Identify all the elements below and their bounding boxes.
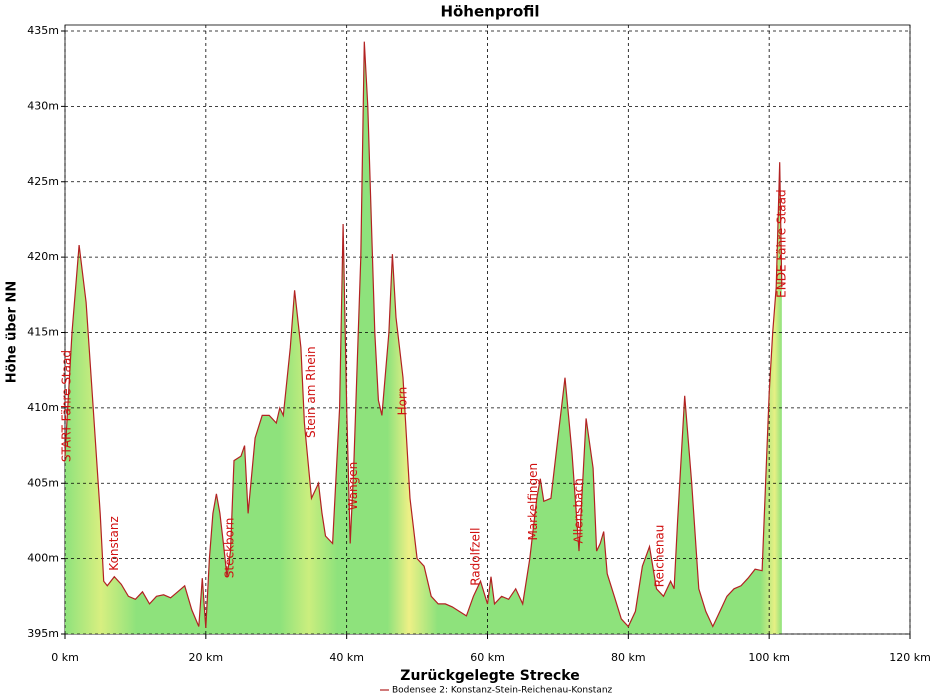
area-fill bbox=[65, 41, 782, 635]
x-tick-label: 80 km bbox=[611, 651, 646, 664]
y-tick-label: 400m bbox=[27, 552, 59, 565]
annotation: Wangen bbox=[346, 462, 360, 511]
y-tick-label: 395m bbox=[27, 627, 59, 640]
annotation: Radolfzell bbox=[469, 527, 483, 585]
legend-label: Bodensee 2: Konstanz-Stein-Reichenau-Kon… bbox=[392, 686, 613, 696]
y-tick-label: 415m bbox=[27, 326, 59, 339]
x-axis-label: Zurückgelegte Strecke bbox=[400, 668, 579, 684]
x-tick-label: 60 km bbox=[470, 651, 505, 664]
annotation: Horn bbox=[396, 387, 410, 416]
annotation: Steckborn bbox=[222, 518, 236, 579]
annotation: Konstanz bbox=[107, 516, 121, 570]
x-tick-label: 120 km bbox=[889, 651, 931, 664]
x-tick-label: 0 km bbox=[51, 651, 79, 664]
y-tick-label: 430m bbox=[27, 99, 59, 112]
x-tick-label: 40 km bbox=[329, 651, 364, 664]
x-tick-label: 100 km bbox=[748, 651, 790, 664]
y-tick-label: 420m bbox=[27, 250, 59, 263]
y-tick-label: 435m bbox=[27, 24, 59, 37]
annotation: Stein am Rhein bbox=[304, 346, 318, 438]
annotation: Markelfingen bbox=[526, 463, 540, 541]
annotation: Reichenau bbox=[653, 525, 667, 588]
line bbox=[64, 41, 783, 629]
y-axis-label: Höhe über NN bbox=[5, 281, 20, 383]
annotation: START Fähre Staad bbox=[60, 350, 74, 462]
legend: Bodensee 2: Konstanz-Stein-Reichenau-Kon… bbox=[380, 686, 613, 696]
annotation: Allensbach bbox=[572, 478, 586, 543]
y-tick-label: 410m bbox=[27, 401, 59, 414]
y-tick-label: 425m bbox=[27, 175, 59, 188]
y-tick-label: 405m bbox=[27, 476, 59, 489]
chart-title: Höhenprofil bbox=[440, 3, 539, 21]
annotation: ENDE Fähre Staad bbox=[774, 189, 788, 297]
plot-area: 395m 400m 405m 410m 415m 420m 425m 430m 435m 0 km… bbox=[27, 24, 931, 664]
x-tick-label: 20 km bbox=[189, 651, 224, 664]
